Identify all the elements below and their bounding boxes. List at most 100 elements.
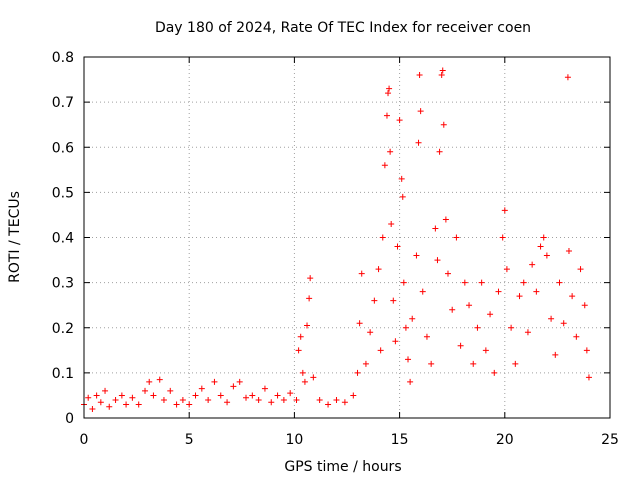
data-point xyxy=(466,302,473,309)
data-point xyxy=(299,369,306,376)
data-point xyxy=(529,261,536,268)
data-point xyxy=(160,396,167,403)
data-point xyxy=(415,139,422,146)
data-point xyxy=(379,234,386,241)
y-tick-labels: 0 0.1 0.2 0.3 0.4 0.5 0.6 0.7 0.8 xyxy=(52,50,74,427)
data-point xyxy=(112,396,119,403)
x-tick-label: 5 xyxy=(185,432,194,448)
chart-title: Day 180 of 2024, Rate Of TEC Index for r… xyxy=(155,20,531,36)
x-tick-label: 10 xyxy=(285,432,303,448)
data-point xyxy=(409,315,416,322)
data-point xyxy=(577,266,584,273)
data-point xyxy=(556,279,563,286)
data-point xyxy=(274,392,281,399)
data-point xyxy=(442,216,449,223)
data-point xyxy=(297,333,304,340)
data-point xyxy=(569,293,576,300)
data-point xyxy=(383,112,390,119)
data-point xyxy=(487,311,494,318)
data-point xyxy=(436,148,443,155)
data-point xyxy=(316,396,323,403)
data-point xyxy=(217,392,224,399)
y-tick-label: 0.1 xyxy=(52,366,74,382)
data-point xyxy=(581,302,588,309)
data-point xyxy=(440,121,447,128)
data-point xyxy=(385,90,392,97)
data-point xyxy=(453,234,460,241)
data-point xyxy=(419,288,426,295)
data-point xyxy=(211,378,218,385)
data-point xyxy=(362,360,369,367)
data-point xyxy=(367,329,374,336)
y-tick-label: 0.7 xyxy=(52,95,74,111)
data-point xyxy=(85,394,92,401)
data-point xyxy=(388,220,395,227)
x-tick-label: 25 xyxy=(601,432,619,448)
data-point xyxy=(434,257,441,264)
data-point xyxy=(439,67,446,74)
data-point xyxy=(565,248,572,255)
data-point xyxy=(432,225,439,232)
data-point xyxy=(173,401,180,408)
data-point xyxy=(97,399,104,406)
data-point xyxy=(304,322,311,329)
data-point xyxy=(287,390,294,397)
data-point xyxy=(280,396,287,403)
y-tick-label: 0.5 xyxy=(52,185,74,201)
data-point xyxy=(249,392,256,399)
data-point xyxy=(491,369,498,376)
plot-frame xyxy=(83,56,611,419)
data-point xyxy=(392,338,399,345)
x-tick-label: 20 xyxy=(496,432,514,448)
data-point xyxy=(386,85,393,92)
data-point xyxy=(150,392,157,399)
y-tick-label: 0.6 xyxy=(52,140,74,156)
data-point xyxy=(350,392,357,399)
data-point xyxy=(230,383,237,390)
data-point xyxy=(396,117,403,124)
data-point xyxy=(501,207,508,214)
data-point xyxy=(123,401,130,408)
data-point xyxy=(398,175,405,182)
data-point xyxy=(93,392,100,399)
data-point xyxy=(457,342,464,349)
data-point xyxy=(135,401,142,408)
data-point xyxy=(371,297,378,304)
data-point xyxy=(146,378,153,385)
grid-lines xyxy=(84,57,610,418)
data-point xyxy=(399,193,406,200)
data-point xyxy=(243,394,250,401)
data-point xyxy=(474,324,481,331)
y-tick-label: 0.2 xyxy=(52,321,74,337)
data-point xyxy=(325,401,332,408)
data-point xyxy=(495,288,502,295)
data-point xyxy=(205,396,212,403)
data-point xyxy=(478,279,485,286)
data-point xyxy=(438,72,445,79)
data-point xyxy=(102,387,109,394)
x-tick-label: 15 xyxy=(391,432,409,448)
data-point xyxy=(306,295,313,302)
data-point xyxy=(179,396,186,403)
y-tick-label: 0.8 xyxy=(52,50,74,66)
x-tick-labels: 0 5 10 15 20 25 xyxy=(80,432,619,448)
data-point xyxy=(390,297,397,304)
y-tick-label: 0 xyxy=(65,411,74,427)
data-point xyxy=(444,270,451,277)
data-point xyxy=(341,399,348,406)
data-point xyxy=(186,401,193,408)
data-point xyxy=(524,329,531,336)
data-point xyxy=(520,279,527,286)
data-point xyxy=(449,306,456,313)
data-point xyxy=(156,376,163,383)
data-point xyxy=(167,387,174,394)
data-point xyxy=(307,275,314,282)
data-point xyxy=(295,347,302,354)
x-axis-label: GPS time / hours xyxy=(284,459,401,475)
data-point xyxy=(118,392,125,399)
data-point xyxy=(261,385,268,392)
x-tick-label: 0 xyxy=(80,432,89,448)
data-point xyxy=(585,374,592,381)
data-point xyxy=(387,148,394,155)
